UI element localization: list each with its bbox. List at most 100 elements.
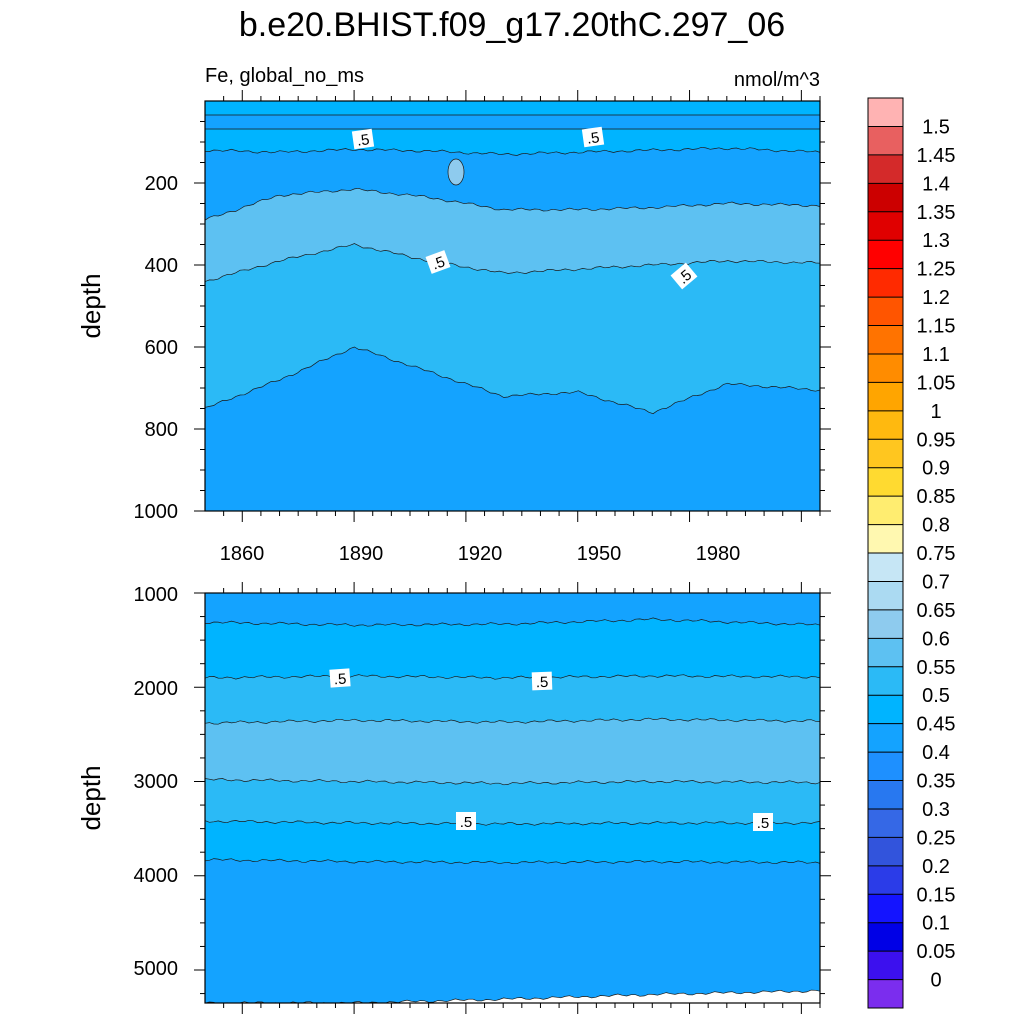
colorbar-swatch: [868, 297, 903, 326]
lower-ytick-3000: 3000: [134, 771, 179, 793]
colorbar-label: 1.45: [917, 145, 956, 167]
contour-fill-0.45-0.5: [205, 820, 820, 864]
contour-label: .5: [753, 813, 773, 832]
colorbar-label: 1.35: [917, 202, 956, 224]
colorbar-label: 0.8: [922, 515, 950, 537]
upper-ticks: [194, 90, 831, 522]
colorbar-label: 1.25: [917, 259, 956, 281]
colorbar-label: 0.1: [922, 913, 950, 935]
colorbar-swatch: [868, 496, 903, 525]
colorbar-label: 1.5: [922, 116, 950, 138]
colorbar-label: 0.4: [922, 742, 950, 764]
colorbar-label: 0.45: [917, 714, 956, 736]
svg-text:.5: .5: [586, 129, 601, 148]
colorbar-swatch: [868, 837, 903, 867]
colorbar-swatch: [868, 780, 903, 810]
colorbar-label: 1.05: [917, 372, 956, 394]
colorbar-swatch: [868, 353, 903, 383]
colorbar-swatch: [868, 439, 903, 468]
colorbar-swatch: [868, 808, 903, 838]
xtick-1920: 1920: [458, 543, 503, 565]
contour-label: .5: [351, 128, 375, 150]
upper-ylabel: depth: [76, 273, 106, 338]
xtick-1860: 1860: [220, 543, 265, 565]
contour-line: [205, 819, 820, 826]
upper-ytick-1000: 1000: [134, 501, 179, 523]
upper-ytick-200: 200: [145, 173, 178, 195]
colorbar-label: 1: [930, 401, 941, 423]
contour-fill-0.4-0.45: [205, 858, 820, 1003]
colorbar-label: 0.85: [917, 486, 956, 508]
upper-contour-labels: .5 .5 .5 .5: [351, 126, 698, 290]
svg-text:.5: .5: [460, 814, 473, 831]
contour-label: .5: [531, 671, 553, 691]
contour-line: [205, 243, 820, 282]
colorbar-swatch: [868, 154, 903, 184]
colorbar-swatch: [868, 524, 903, 554]
lower-ytick-2000: 2000: [134, 678, 179, 700]
lower-ylabel: depth: [76, 765, 106, 830]
colorbar-label: 1.4: [922, 173, 950, 195]
contour-line: [205, 858, 820, 865]
contour-line: [205, 146, 820, 156]
contour-line: [205, 778, 820, 786]
colorbar-swatch: [868, 240, 903, 269]
colorbar-swatch: [868, 553, 903, 582]
colorbar-swatch: [868, 382, 903, 412]
colorbar-swatch: [868, 695, 903, 724]
colorbar-label: 0.5: [922, 685, 950, 707]
contour-label: .5: [456, 812, 476, 831]
colorbar-swatch: [868, 183, 903, 213]
colorbar-swatch: [868, 325, 903, 355]
colorbar-label: 0.25: [917, 827, 956, 849]
xtick-1890: 1890: [339, 543, 384, 565]
contour-line: [205, 187, 820, 221]
colorbar-label: 0.6: [922, 628, 950, 650]
lower-ticks: [194, 582, 831, 1014]
colorbar-label: 1.1: [922, 344, 950, 366]
svg-text:.5: .5: [536, 674, 549, 691]
upper-ytick-600: 600: [145, 337, 178, 359]
contour-fill-0.55-0.6: [205, 188, 820, 282]
colorbar-label: 1.3: [922, 230, 950, 252]
contour-fill-0.4-0.45: [205, 147, 820, 221]
upper-units: nmol/m^3: [734, 69, 820, 91]
svg-text:.5: .5: [757, 815, 770, 832]
lower-contour-labels: .5 .5 .5 .5: [329, 668, 773, 832]
colorbar-label: 0.75: [917, 543, 956, 565]
lower-contour-area: [205, 593, 820, 1003]
colorbar-swatch: [868, 609, 903, 639]
colorbar-swatch: [868, 979, 903, 1009]
colorbar-label: 0.9: [922, 458, 950, 480]
colorbar-label: 0.2: [922, 856, 950, 878]
main-title: b.e20.BHIST.f09_g17.20thC.297_06: [239, 6, 785, 44]
colorbar-swatch: [868, 865, 903, 895]
colorbar-label: 0.15: [917, 884, 956, 906]
contour-label: .5: [581, 126, 605, 148]
colorbar-swatch: [868, 666, 903, 696]
colorbar-label: 1.15: [917, 316, 956, 338]
contour-fill-0.4-0.45: [205, 347, 820, 511]
surface-minimum-band: [205, 114, 820, 130]
colorbar-swatch: [868, 126, 903, 156]
contour-fill-0.5-0.55: [205, 778, 820, 826]
colorbar-swatch: [868, 467, 903, 497]
upper-ytick-400: 400: [145, 255, 178, 277]
contour-closed-region: [447, 158, 465, 186]
lower-ytick-4000: 4000: [134, 865, 179, 887]
colorbar-label: 0.65: [917, 600, 956, 622]
upper-panel: Fe, global_no_ms nmol/m^3 .5 .5 .5 .5 depth…: [76, 65, 831, 565]
colorbar-label: 0.3: [922, 799, 950, 821]
svg-text:.5: .5: [356, 131, 371, 150]
colorbar-label: 0: [930, 970, 941, 992]
colorbar: 1.5 1.45 1.4 1.35 1.3 1.25 1.2 1.15 1.1 1.05 1 0.95…: [867, 97, 956, 1009]
colorbar-swatch: [868, 752, 903, 781]
contour-fill-0.45-0.5: [205, 617, 820, 680]
colorbar-frame: [867, 97, 904, 1009]
contour-line: [205, 346, 820, 415]
xtick-1980: 1980: [696, 543, 741, 565]
upper-left-string: Fe, global_no_ms: [205, 65, 364, 87]
contour-line: [205, 617, 820, 627]
colorbar-swatch: [868, 922, 903, 952]
